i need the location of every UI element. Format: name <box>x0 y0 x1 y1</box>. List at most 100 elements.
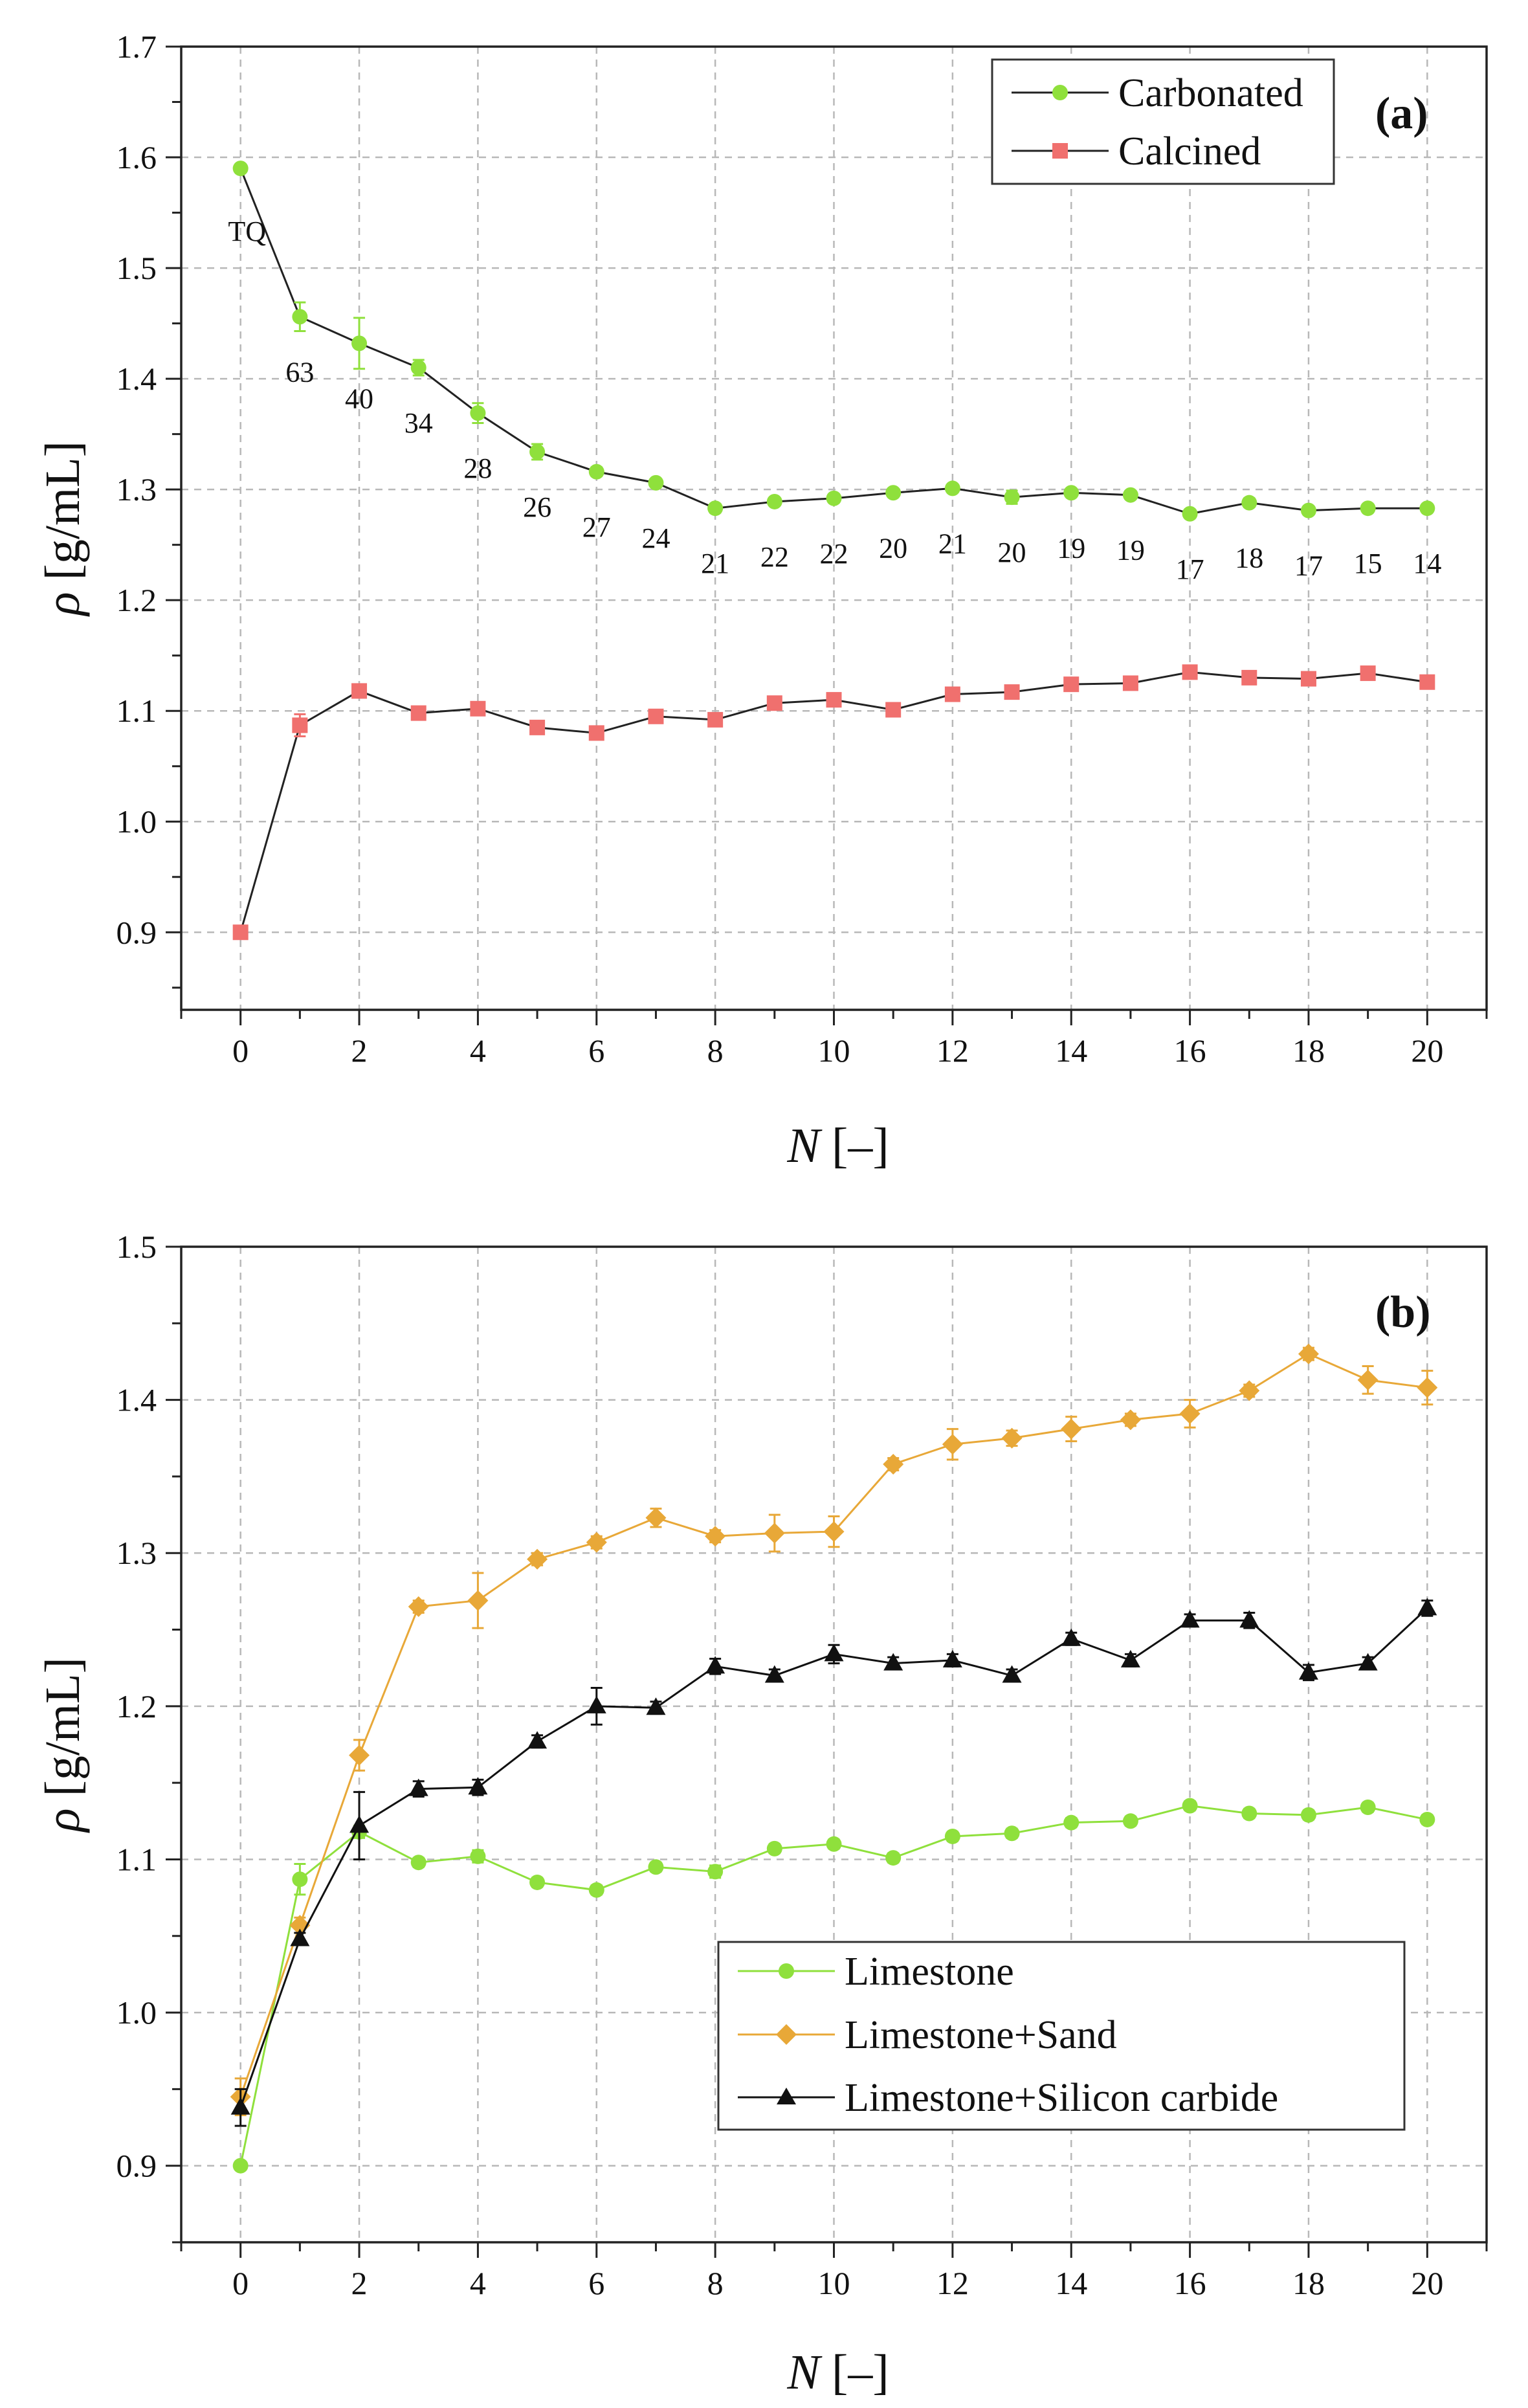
panel-b-series-limestone-point <box>885 1850 902 1866</box>
panel-a-annotation: 19 <box>1116 535 1145 566</box>
panel-b-x-tick-label: 16 <box>1174 2265 1206 2301</box>
panel-a-annotation: 17 <box>1176 553 1204 585</box>
panel-a-ticks: 0 2 4 6 8 10 12 14 16 18 200.91.01.11.21.31.41.51.… <box>116 28 1488 1069</box>
panel-a-series-calcined-point <box>588 725 604 741</box>
panel-a-series-carbonated-point <box>410 360 426 375</box>
panel-a-legend: Carbonated Calcined <box>991 58 1335 185</box>
panel-b-series-limestone-silicon-carbide-point <box>408 1778 428 1796</box>
panel-a-series-carbonated-point <box>1360 500 1376 517</box>
panel-b-series-limestone-sand-point <box>883 1453 904 1475</box>
panel-b-legend-label-sand: Limestone+Sand <box>845 2013 1117 2057</box>
panel-a-x-tick-label: 4 <box>470 1032 486 1069</box>
panel-a-annotation: TQ <box>228 216 266 247</box>
panel-a-annotation: 18 <box>1235 542 1263 574</box>
panel-a-legend-box <box>991 58 1335 185</box>
panel-b-legend-label-sic: Limestone+Silicon carbide <box>845 2076 1278 2120</box>
panel-b-y-axis-var: ρ <box>36 1808 90 1833</box>
panel-b-legend-marker-sic <box>777 2088 796 2104</box>
panel-a-annotation: 21 <box>701 548 729 579</box>
panel-a-series-calcined-point <box>707 711 724 728</box>
panel-b-series <box>230 1343 1438 2174</box>
panel-a-annotation: 14 <box>1413 548 1441 579</box>
panel-a-annotation: 27 <box>582 511 611 543</box>
panel-b-x-tick-label: 6 <box>588 2265 604 2301</box>
panel-b-legend-marker-limestone <box>779 1963 794 1979</box>
panel-b-y-tick-label: 1.4 <box>116 1382 157 1418</box>
panel-a-series-carbonated-point <box>1004 489 1020 506</box>
panel-b-chart: 0 2 4 6 8 10 12 14 16 18 20 0.9 1.0 1.1 1.2 1.3 1.4 1.5 N… <box>36 1229 1488 2400</box>
panel-a-series-calcined-point <box>1122 675 1138 691</box>
panel-b-legend-box <box>717 1941 1406 2131</box>
panel-a-series-carbonated-point <box>1419 500 1435 517</box>
panel-a-series-carbonated-point <box>529 443 546 460</box>
panel-a-legend-label-calcined: Calcined <box>1118 129 1261 173</box>
panel-b-series-limestone-silicon-carbide-point <box>349 1815 370 1833</box>
panel-b-series-limestone-point <box>944 1828 960 1844</box>
panel-a-series-carbonated-point <box>766 493 782 509</box>
panel-b-series-limestone-silicon-carbide-point <box>290 1928 310 1946</box>
panel-a-y-tick-label: 1.0 <box>116 803 157 840</box>
panel-b-series-limestone-sand-point <box>705 1526 726 1547</box>
panel-a-y-tick-label: 1.5 <box>116 250 157 286</box>
panel-a-series-calcined-point <box>944 686 960 702</box>
panel-a-annotation: 63 <box>285 356 314 388</box>
panel-a-series-carbonated-point <box>232 161 249 177</box>
panel-b-series-limestone-point <box>826 1836 842 1852</box>
panel-b-series-limestone-sand-point <box>1357 1369 1379 1390</box>
panel-b-series-limestone-silicon-carbide-point <box>586 1695 606 1713</box>
panel-b-y-tick-label: 1.0 <box>116 1994 157 2031</box>
panel-b-series-limestone-sand-point <box>527 1548 548 1570</box>
panel-a-x-axis-title: N [–] <box>786 1119 889 1173</box>
panel-a-series-calcined-point <box>1063 676 1080 693</box>
panel-a-legend-label-carbonated: Carbonated <box>1118 71 1303 115</box>
panel-a-y-tick-label: 1.1 <box>116 693 157 729</box>
panel-b-legend-label-limestone: Limestone <box>845 1950 1014 1994</box>
panel-a-x-tick-label: 20 <box>1411 1032 1443 1069</box>
panel-a-series-carbonated-point <box>1063 485 1080 501</box>
panel-a-x-tick-label: 16 <box>1174 1032 1206 1069</box>
panel-b-x-axis-unit: [–] <box>832 2345 889 2400</box>
panel-b-label: (b) <box>1375 1288 1431 1337</box>
panel-b-series-limestone-point <box>1241 1805 1257 1822</box>
panel-b-series-limestone-silicon-carbide-point <box>1417 1598 1437 1616</box>
panel-a-series-calcined-point <box>470 700 486 717</box>
panel-b-x-tick-label: 10 <box>818 2265 850 2301</box>
panel-b-series-limestone-silicon-carbide-point <box>1358 1653 1378 1671</box>
panel-a-x-axis-var: N <box>786 1119 823 1173</box>
panel-b-series-limestone-silicon-carbide-point <box>1002 1665 1022 1683</box>
panel-b-series-limestone-sand-point <box>1001 1427 1023 1449</box>
panel-a-y-tick-label: 0.9 <box>116 914 157 950</box>
panel-b-series-limestone-sand-point <box>349 1745 370 1766</box>
panel-a-annotation: 19 <box>1057 532 1085 564</box>
panel-a-x-tick-label: 10 <box>818 1032 850 1069</box>
panel-a-series-calcined-point <box>1419 674 1435 690</box>
panel-a-series-calcined-point <box>410 705 426 721</box>
panel-a-series-carbonated-point <box>648 474 664 491</box>
panel-b-x-axis-var: N <box>786 2345 823 2400</box>
panel-b-series-limestone-sand-point <box>1239 1380 1260 1401</box>
panel-b-series-limestone-point <box>1300 1807 1316 1823</box>
panel-b-series-limestone-point <box>292 1871 308 1888</box>
panel-b-series-limestone-silicon-carbide-point <box>764 1665 784 1683</box>
panel-b-series-limestone-sand-point <box>823 1521 845 1543</box>
panel-b-legend: Limestone Limestone+Sand Limestone+Silic… <box>717 1941 1406 2131</box>
panel-b-series-limestone-point <box>588 1882 604 1898</box>
panel-a-series-calcined-point <box>826 692 842 708</box>
panel-b-series-limestone-silicon-carbide-point <box>468 1777 488 1795</box>
panel-a-series-calcined-point <box>529 719 546 735</box>
panel-a-annotation: 26 <box>523 491 551 523</box>
panel-a-series-calcined-point <box>351 683 368 699</box>
panel-b-y-tick-label: 1.5 <box>116 1229 157 1265</box>
panel-a-series-calcined-point <box>292 717 308 733</box>
panel-b-series-limestone-sand-point <box>408 1596 429 1618</box>
panel-b-series-limestone-sand-point <box>764 1522 785 1544</box>
panel-b-series-limestone-sand-point <box>1120 1409 1141 1431</box>
panel-b-x-tick-label: 12 <box>936 2265 969 2301</box>
panel-a-series-carbonated-point <box>826 490 842 506</box>
panel-b-x-tick-label: 8 <box>707 2265 724 2301</box>
panel-a-x-axis-unit: [–] <box>832 1119 889 1173</box>
panel-b-series-limestone-silicon-carbide-point <box>1120 1649 1140 1667</box>
panel-b-series-limestone-sand-point <box>1061 1418 1082 1440</box>
panel-a-x-tick-label: 6 <box>588 1032 604 1069</box>
panel-a-series-calcined-point <box>1241 669 1257 686</box>
